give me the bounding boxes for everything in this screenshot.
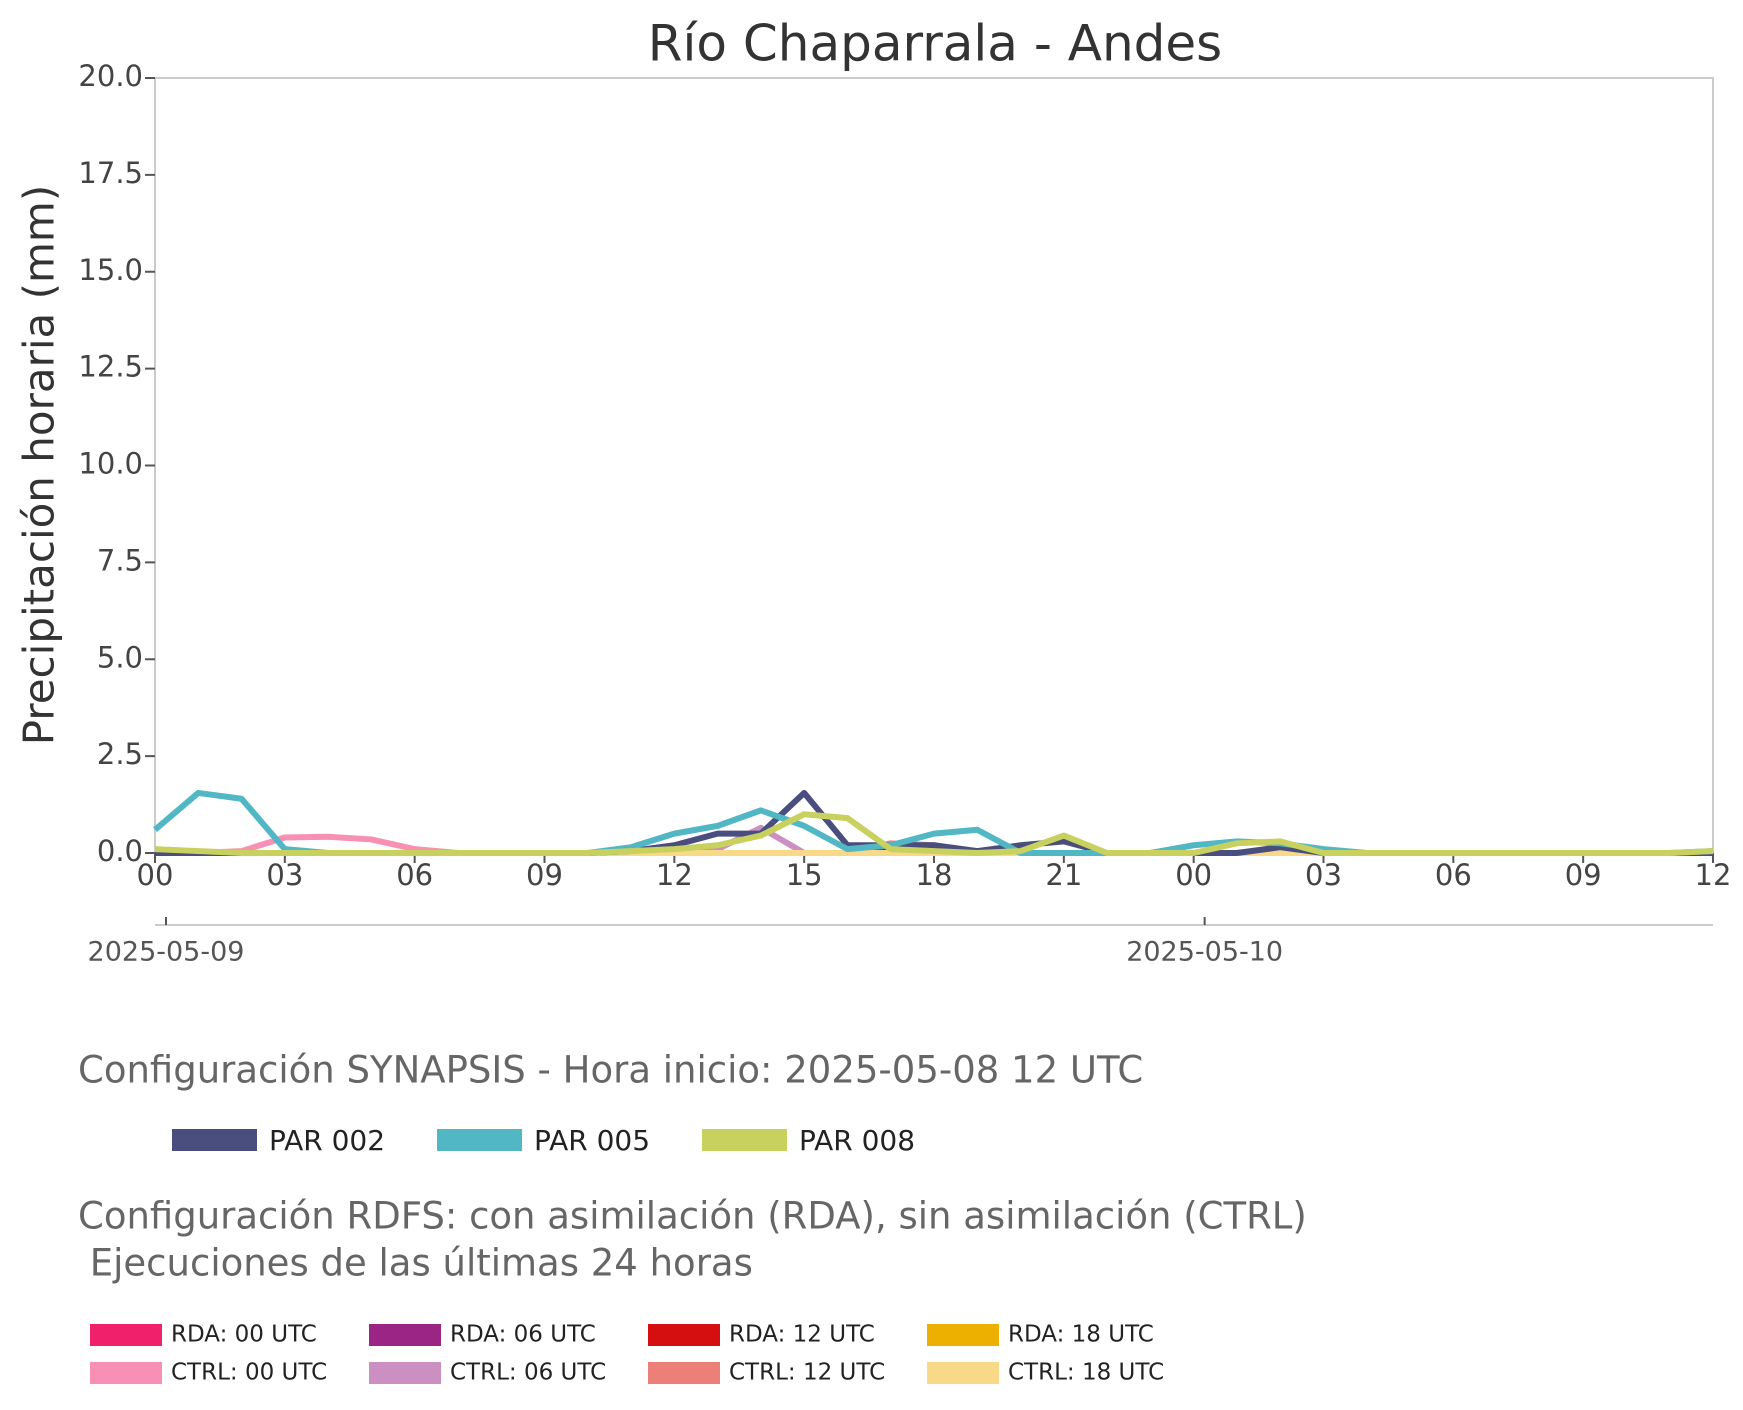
y-tick-label: 12.5 bbox=[78, 350, 143, 384]
y-tick-label: 10.0 bbox=[78, 447, 143, 481]
legend-label: CTRL: 00 UTC bbox=[171, 1360, 327, 1386]
legend-swatch bbox=[648, 1324, 720, 1346]
date-tick-label: 2025-05-09 bbox=[88, 937, 245, 968]
legend-title: Configuración RDFS: con asimilación (RDA… bbox=[78, 1195, 1307, 1238]
y-tick-label: 15.0 bbox=[78, 253, 143, 287]
legend-swatch bbox=[369, 1362, 441, 1384]
legend-label: RDA: 00 UTC bbox=[171, 1322, 317, 1348]
x-tick-label: 09 bbox=[1565, 858, 1602, 892]
legend-label: CTRL: 18 UTC bbox=[1008, 1360, 1164, 1386]
y-tick-label: 5.0 bbox=[97, 640, 143, 674]
y-tick-label: 7.5 bbox=[97, 543, 143, 577]
legend-label: PAR 005 bbox=[534, 1124, 650, 1157]
y-tick-label: 17.5 bbox=[78, 156, 143, 190]
x-tick-label: 12 bbox=[656, 858, 693, 892]
y-tick-label: 2.5 bbox=[97, 737, 143, 771]
x-tick-label: 00 bbox=[1175, 858, 1212, 892]
x-tick-label: 21 bbox=[1045, 858, 1082, 892]
legend-swatch bbox=[369, 1324, 441, 1346]
legend-label: RDA: 06 UTC bbox=[450, 1322, 596, 1348]
series-line bbox=[154, 811, 1714, 856]
chart-title: Río Chaparrala - Andes bbox=[648, 15, 1222, 73]
legend-label: PAR 002 bbox=[269, 1124, 385, 1157]
x-tick-label: 06 bbox=[396, 858, 433, 892]
x-tick-label: 03 bbox=[266, 858, 303, 892]
y-tick-label: 0.0 bbox=[97, 834, 143, 868]
legend-swatch bbox=[90, 1324, 162, 1346]
legend-label: RDA: 12 UTC bbox=[729, 1322, 875, 1348]
legend-subtitle: Ejecuciones de las últimas 24 horas bbox=[78, 1242, 753, 1285]
legend-label: CTRL: 06 UTC bbox=[450, 1360, 606, 1386]
legend-label: RDA: 18 UTC bbox=[1008, 1322, 1154, 1348]
x-tick-label: 12 bbox=[1695, 858, 1732, 892]
x-tick-label: 06 bbox=[1435, 858, 1472, 892]
x-tick-label: 09 bbox=[526, 858, 563, 892]
legend-swatch bbox=[927, 1362, 999, 1384]
legend-swatch bbox=[90, 1362, 162, 1384]
legend-swatch bbox=[172, 1129, 257, 1151]
legend-title: Configuración SYNAPSIS - Hora inicio: 20… bbox=[78, 1049, 1143, 1092]
legend-swatch bbox=[927, 1324, 999, 1346]
y-axis-label: Precipitación horaria (mm) bbox=[15, 185, 64, 745]
date-tick-label: 2025-05-10 bbox=[1126, 937, 1283, 968]
x-tick-label: 00 bbox=[137, 858, 174, 892]
legend-label: PAR 008 bbox=[799, 1124, 915, 1157]
x-tick-label: 18 bbox=[916, 858, 953, 892]
x-tick-label: 03 bbox=[1305, 858, 1342, 892]
legend-label: CTRL: 12 UTC bbox=[729, 1360, 885, 1386]
x-tick-label: 15 bbox=[786, 858, 823, 892]
legend-swatch bbox=[648, 1362, 720, 1384]
legend-swatch bbox=[437, 1129, 522, 1151]
y-tick-label: 20.0 bbox=[78, 59, 143, 93]
legend-swatch bbox=[702, 1129, 787, 1151]
